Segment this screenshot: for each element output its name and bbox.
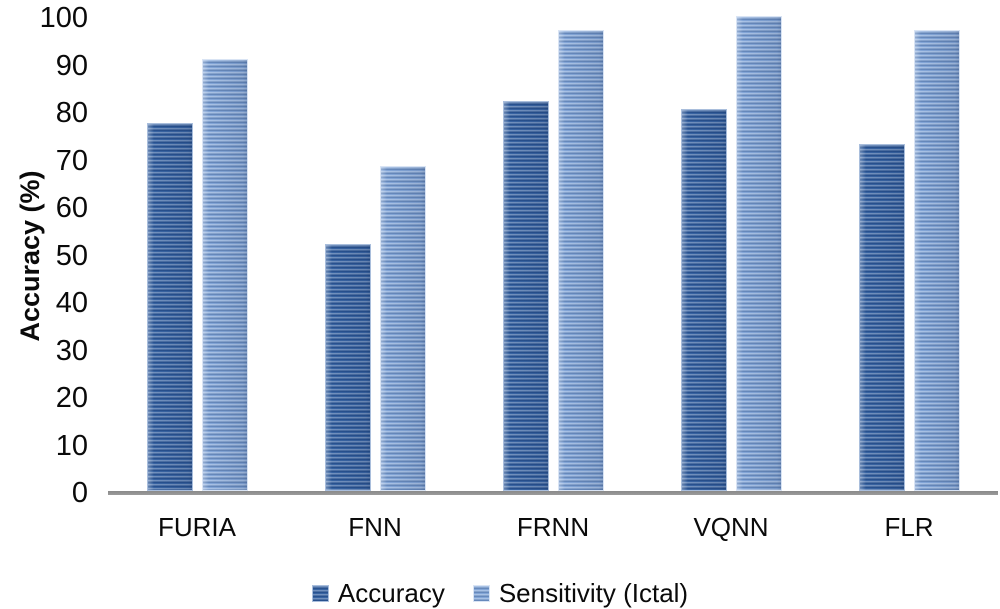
- legend-item-accuracy: Accuracy: [311, 578, 445, 608]
- y-axis-title: Accuracy (%): [15, 170, 45, 342]
- bar-sensitivity-ictal-furia: [202, 59, 248, 491]
- y-tick-label: 0: [71, 477, 88, 509]
- legend-label: Accuracy: [337, 578, 445, 608]
- legend-swatch-icon: [311, 584, 329, 602]
- y-tick-label: 20: [55, 382, 88, 414]
- legend-label: Sensitivity (Ictal): [498, 578, 689, 608]
- legend-swatch-icon: [472, 584, 490, 602]
- bar-accuracy-frnn: [503, 101, 549, 491]
- y-tick-label: 10: [55, 429, 88, 462]
- y-tick-label: 90: [55, 49, 88, 82]
- bar-accuracy-flr: [859, 144, 905, 491]
- bar-sensitivity-ictal-flr: [914, 30, 960, 491]
- x-category-label-flr: FLR: [884, 512, 934, 542]
- legend-item-sensitivity-ictal: Sensitivity (Ictal): [472, 578, 689, 608]
- x-category-label-furia: FURIA: [158, 512, 236, 542]
- bar-accuracy-vqnn: [681, 109, 727, 491]
- y-tick-label: 50: [55, 239, 88, 272]
- x-axis-line: [108, 491, 998, 495]
- y-tick-label: 80: [55, 97, 88, 129]
- bar-sensitivity-ictal-fnn: [380, 166, 426, 491]
- bar-accuracy-fnn: [325, 244, 371, 491]
- x-category-label-frnn: FRNN: [516, 512, 590, 542]
- y-tick-label: 70: [55, 144, 88, 177]
- legend: Accuracy Sensitivity (Ictal): [0, 578, 1000, 608]
- y-tick-label: 100: [39, 2, 88, 34]
- bar-accuracy-furia: [147, 123, 193, 491]
- x-category-label-fnn: FNN: [348, 512, 402, 542]
- x-category-label-vqnn: VQNN: [693, 512, 769, 542]
- bar-sensitivity-ictal-vqnn: [736, 16, 782, 491]
- y-tick-label: 40: [55, 287, 88, 319]
- bar-sensitivity-ictal-frnn: [558, 30, 604, 491]
- y-tick-label: 60: [55, 192, 88, 224]
- y-tick-label: 30: [55, 334, 88, 367]
